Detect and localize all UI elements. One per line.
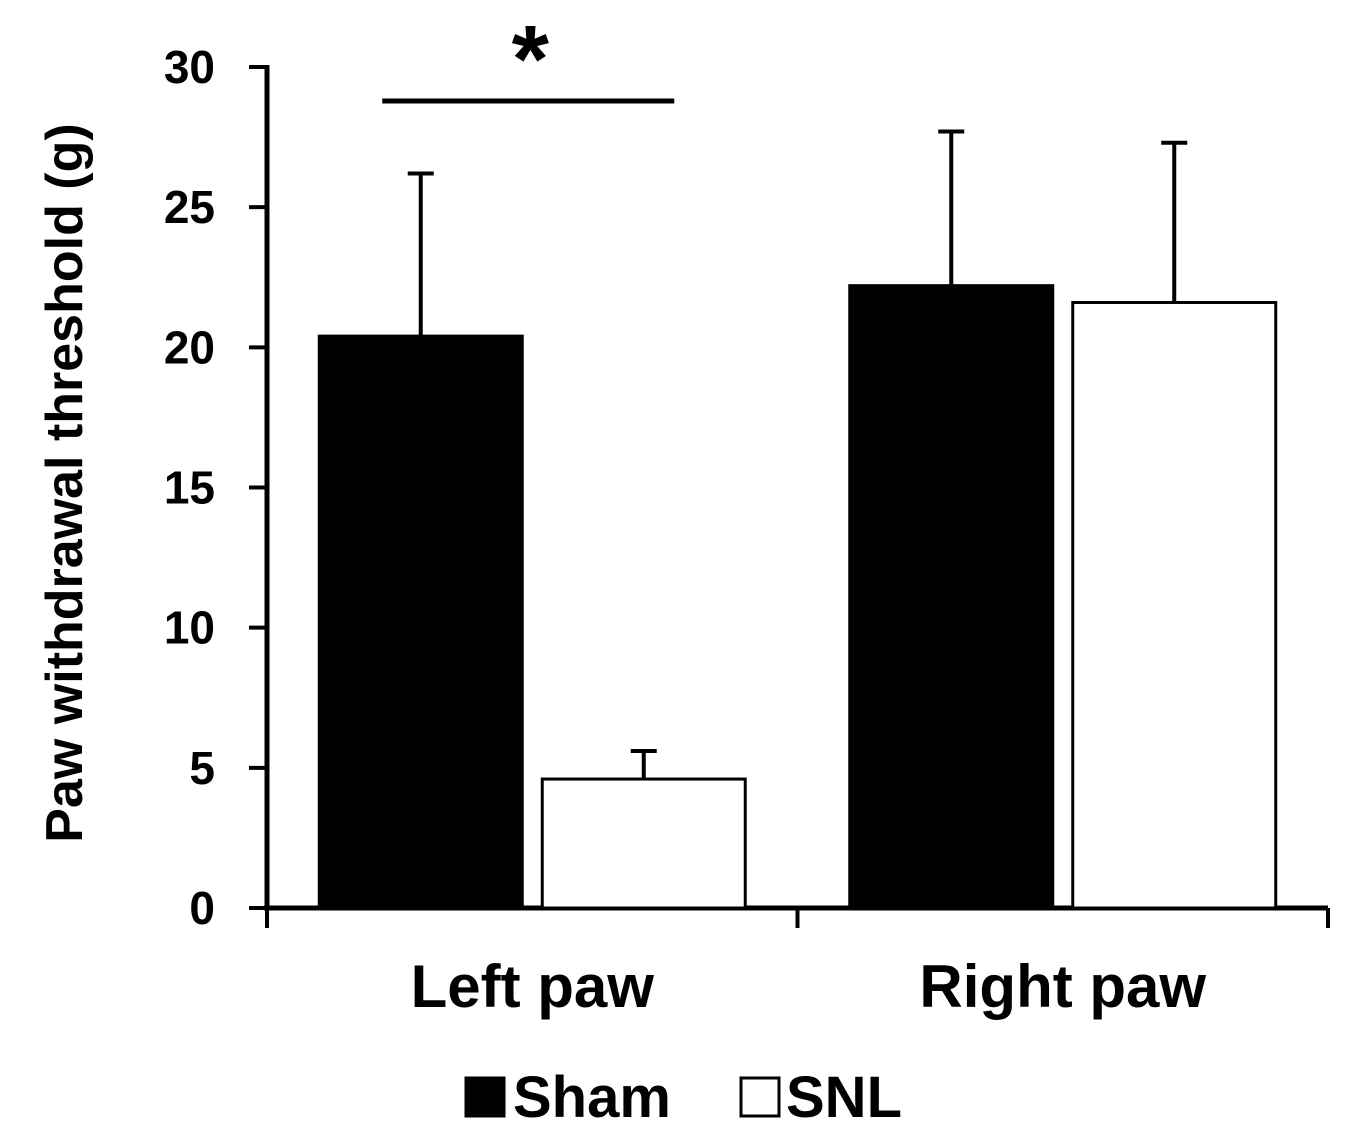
legend-swatch-snl xyxy=(739,1076,781,1118)
y-tick-label: 20 xyxy=(164,321,215,373)
y-tick-label: 5 xyxy=(189,742,215,794)
category-label: Left paw xyxy=(411,953,655,1020)
bar-sham-left-paw xyxy=(317,334,524,910)
bar-snl-right-paw xyxy=(1071,300,1278,910)
category-labels: Left paw Right paw xyxy=(411,953,1207,1020)
bar-sham-right-paw xyxy=(848,284,1055,910)
y-tick-label: 0 xyxy=(189,882,215,934)
y-tick-label: 30 xyxy=(164,41,215,93)
legend-label-sham: Sham xyxy=(513,1065,671,1130)
bar-snl-left-paw xyxy=(540,777,747,910)
legend-swatch-sham xyxy=(464,1076,506,1118)
significance-star: * xyxy=(512,6,550,113)
bars xyxy=(317,284,1278,910)
category-label: Right paw xyxy=(919,953,1206,1020)
significance-annotation: * xyxy=(382,6,675,113)
y-tick-label: 25 xyxy=(164,181,215,233)
legend: Sham SNL xyxy=(464,1065,902,1130)
y-axis-ticks: 0 5 10 15 20 25 30 xyxy=(164,41,267,934)
y-axis-label: Paw withdrawal threshold (g) xyxy=(36,123,94,842)
error-bars xyxy=(407,129,1188,780)
legend-label-snl: SNL xyxy=(786,1065,902,1130)
y-tick-label: 15 xyxy=(164,462,215,514)
y-tick-label: 10 xyxy=(164,602,215,654)
